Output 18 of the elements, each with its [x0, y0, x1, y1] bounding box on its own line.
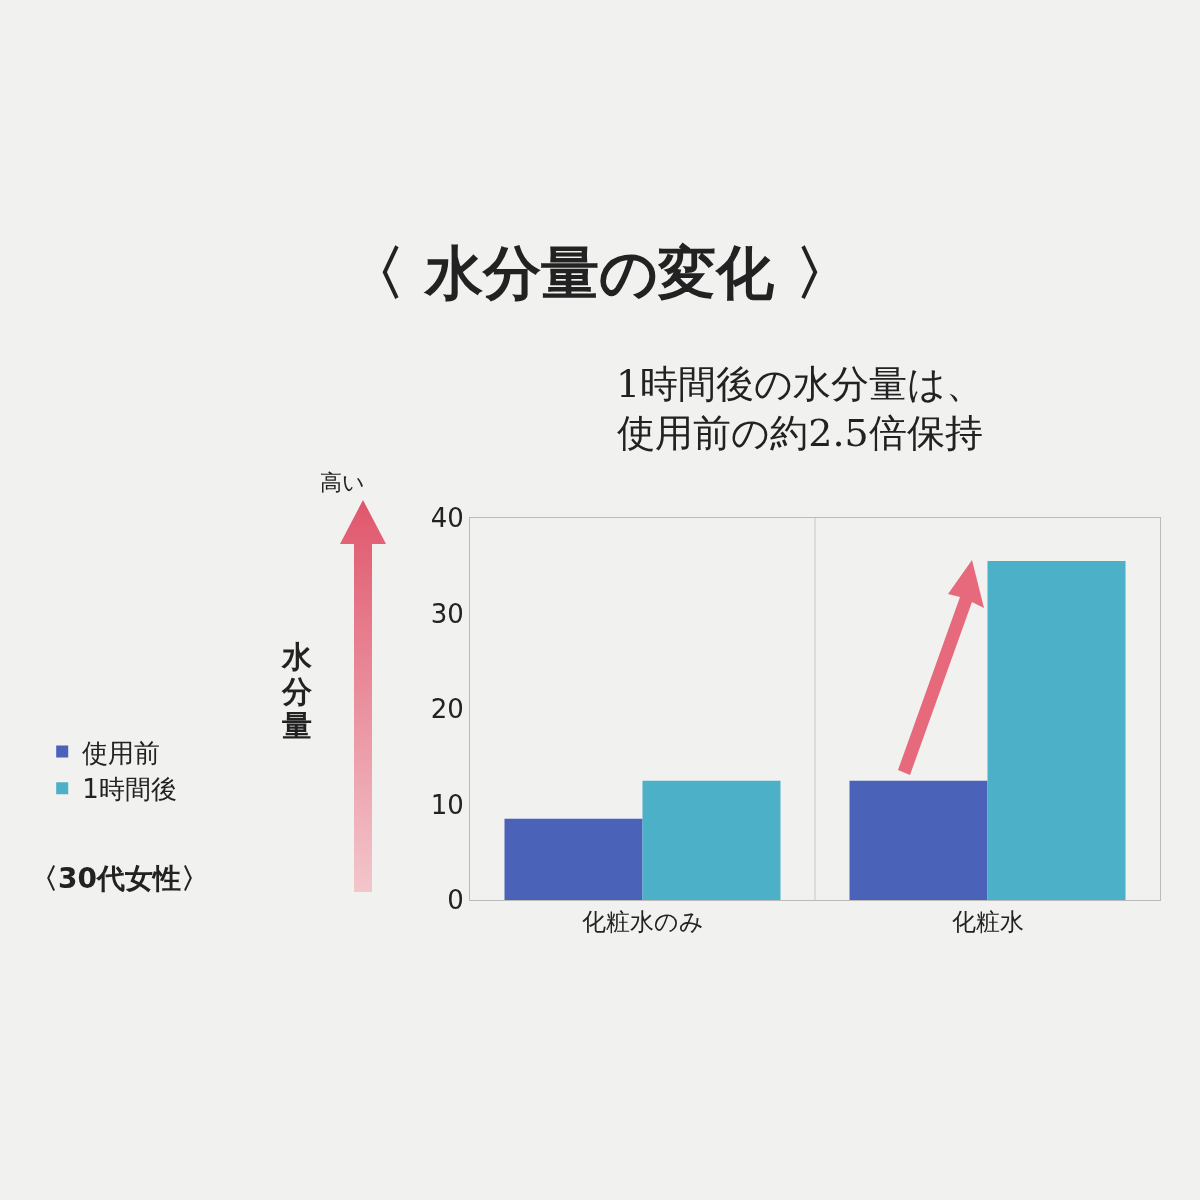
legend-label: 1時間後 — [82, 774, 177, 805]
bar — [504, 818, 643, 900]
y-tick-label: 30 — [430, 598, 464, 629]
text: 〈30代女性〉 — [30, 861, 209, 897]
text: 高い — [320, 469, 365, 497]
bar — [642, 780, 781, 900]
legend-label: 使用前 — [82, 737, 161, 768]
x-tick-label: 化粧水 — [951, 907, 1024, 936]
x-tick-label: 化粧水のみ — [581, 907, 704, 936]
bar — [987, 560, 1126, 900]
chart-subtitle: 1時間後の水分量は、使用前の約2.5倍保持 — [614, 361, 986, 458]
y-tick-label: 40 — [430, 503, 464, 534]
y-axis-title: 水分量 — [282, 639, 313, 744]
y-tick-label: 0 — [447, 885, 464, 916]
bar — [849, 780, 988, 900]
y-tick-label: 10 — [430, 789, 464, 820]
y-tick-label: 20 — [430, 694, 464, 725]
chart-title: 〈 水分量の変化 〉 — [346, 238, 854, 309]
